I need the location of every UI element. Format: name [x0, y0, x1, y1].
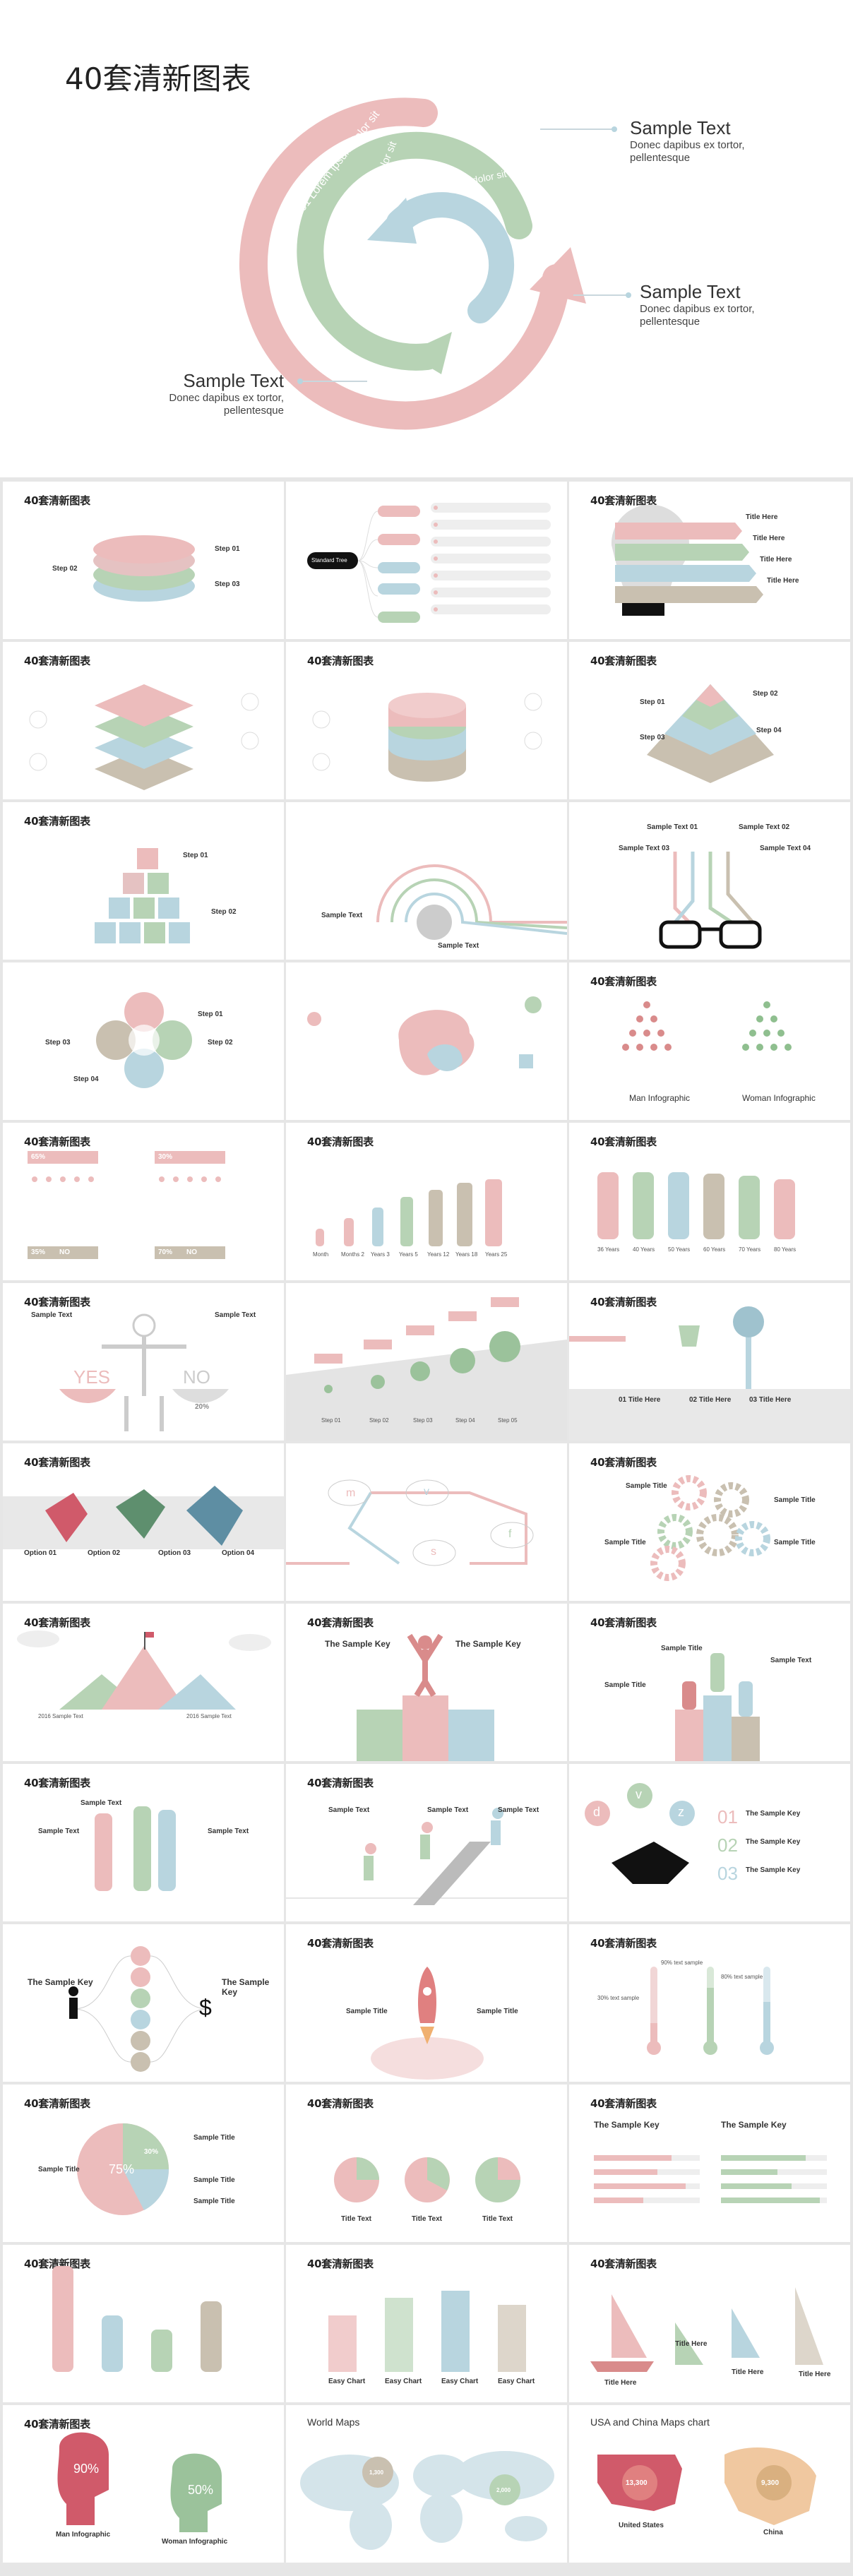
slide-people-pyramid[interactable]: 40套清新图表 Man Infographic Woman Infographi…: [569, 962, 850, 1120]
slide-glasses[interactable]: Sample Text 01 Sample Text 02 Sample Tex…: [569, 802, 850, 960]
callout-3: Sample Text Donec dapibus ex tortor, pel…: [169, 370, 284, 417]
slide-title: 40套清新图表: [24, 2258, 90, 2270]
slide-reading-chair[interactable]: d v z 01 02 03 The Sample Key The Sample…: [569, 1764, 850, 1921]
middle-arrowhead: [406, 332, 452, 374]
slide-plants-steps[interactable]: Step 01 Step 02 Step 03 Step 04 Step 05: [286, 1283, 567, 1441]
slide-title: 40套清新图表: [590, 655, 657, 667]
slide-brain[interactable]: [286, 962, 567, 1120]
slide-title: 40套清新图表: [590, 2097, 657, 2110]
slide-title: 40套清新图表: [24, 655, 90, 667]
slide-title: 40套清新图表: [590, 2258, 657, 2270]
slide-title: 40套清新图表: [307, 2097, 374, 2110]
hero-slide: 40套清新图表 01 Lorem ipsum dolor sit 02 Lore…: [0, 0, 853, 477]
inner-arrowhead: [367, 198, 417, 244]
slide-stacked-discs[interactable]: 40套清新图表 Step 01 Step 02 Step 03: [3, 482, 284, 639]
slide-icebergs[interactable]: 40套清新图表 Option 01 Option 02 Option 03 Op…: [3, 1443, 284, 1601]
slide-yes-no[interactable]: 40套清新图表 YES NO 90% 20% Sample Text Sampl…: [3, 1283, 284, 1441]
callout-1: Sample Text Donec dapibus ex tortor, pel…: [630, 117, 745, 164]
slide-runners[interactable]: 40套清新图表 Sample Text Sample Text Sample T…: [286, 1764, 567, 1921]
slide-podium-people[interactable]: 40套清新图表 Sample Title Sample Title Sample…: [569, 1604, 850, 1761]
slide-title: 40套清新图表: [307, 1937, 374, 1950]
middle-arc: [297, 131, 532, 371]
slide-title: 40套清新图表: [590, 1135, 657, 1148]
callout-2: Sample Text Donec dapibus ex tortor, pel…: [640, 281, 755, 328]
slide-pie[interactable]: 40套清新图表 75% 30% Sample Title Sample Titl…: [3, 2085, 284, 2242]
slide-people-percent[interactable]: 40套清新图表 65% 30% 35% NO 70% NO: [3, 1123, 284, 1280]
slide-title: 40套清新图表: [590, 1296, 657, 1308]
slide-clouds[interactable]: m v f s: [286, 1443, 567, 1601]
slide-growth-ages[interactable]: 40套清新图表 Month Months 2 Years 3 Years 5 Y…: [286, 1123, 567, 1280]
slide-usa-china[interactable]: USA and China Maps chart 13,300 9,300 Un…: [569, 2405, 850, 2563]
inner-arc: [386, 192, 515, 323]
slide-title: 40套清新图表: [307, 1616, 374, 1629]
slide-coin-stacks[interactable]: 40套清新图表: [3, 2245, 284, 2402]
slide-aging[interactable]: 40套清新图表 36 Years 40 Years 50 Years 60 Ye…: [569, 1123, 850, 1280]
slide-podium-figure[interactable]: 40套清新图表 The Sample Key The Sample Key: [286, 1604, 567, 1761]
slide-sailboats[interactable]: 40套清新图表 Title Here Title Here Title Here…: [569, 2245, 850, 2402]
slide-gears[interactable]: 40套清新图表 Sample Title Sample Title Sample…: [569, 1443, 850, 1601]
slide-rainbow[interactable]: Sample Text Sample Text: [286, 802, 567, 960]
slide-world-map[interactable]: World Maps 1,300 2,000: [286, 2405, 567, 2563]
slide-cubes[interactable]: 40套清新图表 Step 01 Step 02: [3, 802, 284, 960]
outer-arc: [239, 97, 571, 430]
slide-title: 40套清新图表: [24, 2418, 90, 2431]
slide-layers[interactable]: 40套清新图表: [3, 642, 284, 799]
slide-watering[interactable]: 40套清新图表 01 Title Here 02 Title Here 03 T…: [569, 1283, 850, 1441]
slide-money[interactable]: $ The Sample Key The Sample Key: [3, 1924, 284, 2082]
slide-title: 40套清新图表: [24, 1296, 90, 1308]
slide-title: 40套清新图表: [590, 975, 657, 988]
slide-venn[interactable]: Step 01 Step 02 Step 03 Step 04: [3, 962, 284, 1120]
slide-three-pies[interactable]: 40套清新图表 Title Text Title Text Title Text: [286, 2085, 567, 2242]
slide-rocket[interactable]: 40套清新图表 Sample Title Sample Title: [286, 1924, 567, 2082]
circular-arrow-diagram: 01 Lorem ipsum dolor sit 02 Lorem ipsum …: [239, 97, 631, 430]
slide-heads[interactable]: 40套清新图表 90% 50% Man Infographic Woman In…: [3, 2405, 284, 2563]
slide-tree[interactable]: Standard Tree: [286, 482, 567, 639]
slide-title: 40套清新图表: [307, 1777, 374, 1789]
slide-title: 40套清新图表: [24, 494, 90, 507]
hero-title: 40套清新图表: [65, 61, 251, 96]
slide-stack-cylinders[interactable]: 40套清新图表: [286, 642, 567, 799]
slide-title: 40套清新图表: [24, 1777, 90, 1789]
slide-title: 40套清新图表: [24, 815, 90, 828]
slide-title: 40套清新图表: [307, 1135, 374, 1148]
slide-title: 40套清新图表: [590, 1456, 657, 1469]
slide-title: 40套清新图表: [590, 1937, 657, 1950]
slide-bars-key[interactable]: 40套清新图表 The Sample Key The Sample Key: [569, 2085, 850, 2242]
slide-title: 40套清新图表: [590, 494, 657, 507]
slide-bulb[interactable]: 40套清新图表 Title Here Title Here Title Here…: [569, 482, 850, 639]
slide-title: 40套清新图表: [24, 1135, 90, 1148]
slide-thermometers[interactable]: 40套清新图表 90% text sample 30% text sample …: [569, 1924, 850, 2082]
slide-title: 40套清新图表: [307, 2258, 374, 2270]
slide-title: 40套清新图表: [24, 1456, 90, 1469]
slide-consult[interactable]: 40套清新图表 Sample Text Sample Text Sample T…: [3, 1764, 284, 1921]
slide-pyramid[interactable]: 40套清新图表 Step 01 Step 02 Step 03 Step 04: [569, 642, 850, 799]
slide-title: 40套清新图表: [307, 655, 374, 667]
slide-title: 40套清新图表: [24, 1616, 90, 1629]
slide-3d-bars[interactable]: 40套清新图表 Easy Chart Easy Chart Easy Chart…: [286, 2245, 567, 2402]
slide-mountains[interactable]: 40套清新图表 2016 Sample Text 2016 Sample Tex…: [3, 1604, 284, 1761]
slide-title: 40套清新图表: [24, 2097, 90, 2110]
slide-title: 40套清新图表: [590, 1616, 657, 1629]
outer-arrowhead: [530, 247, 586, 304]
